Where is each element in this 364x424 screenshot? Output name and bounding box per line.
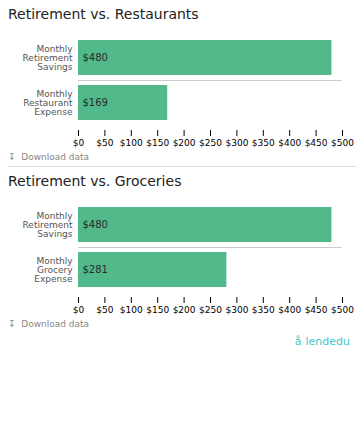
svg-text:$450: $450: [305, 305, 328, 315]
svg-text:$400: $400: [278, 305, 301, 315]
svg-text:$350: $350: [252, 138, 275, 148]
html-text:↧ Download data: ↧ Download data: [8, 319, 90, 329]
svg-text:$480: $480: [83, 52, 108, 63]
html-text:Retirement vs. Restaurants: Retirement vs. Restaurants: [8, 6, 199, 22]
svg-text:$480: $480: [83, 219, 108, 230]
svg-text:$300: $300: [225, 305, 248, 315]
svg-text:$50: $50: [96, 305, 113, 315]
svg-text:MonthlyRestaurantExpense: MonthlyRestaurantExpense: [23, 89, 73, 117]
svg-text:$200: $200: [173, 138, 196, 148]
html-text:Retirement vs. Groceries: Retirement vs. Groceries: [8, 173, 182, 189]
html-text:å lendedu: å lendedu: [294, 335, 350, 348]
svg-text:$100: $100: [120, 138, 143, 148]
svg-text:MonthlyRetirementSavings: MonthlyRetirementSavings: [23, 211, 74, 239]
svg-text:$50: $50: [96, 138, 113, 148]
svg-text:MonthlyGroceryExpense: MonthlyGroceryExpense: [34, 256, 73, 284]
svg-text:$281: $281: [83, 264, 108, 275]
svg-text:$500: $500: [331, 138, 354, 148]
svg-text:$169: $169: [83, 97, 108, 108]
svg-text:$200: $200: [173, 305, 196, 315]
svg-text:MonthlyRetirementSavings: MonthlyRetirementSavings: [23, 44, 74, 72]
svg-text:$250: $250: [199, 138, 222, 148]
svg-text:$100: $100: [120, 305, 143, 315]
html-text:↧ Download data: ↧ Download data: [8, 152, 90, 162]
svg-text:$150: $150: [146, 305, 169, 315]
svg-text:$350: $350: [252, 305, 275, 315]
svg-text:$150: $150: [146, 138, 169, 148]
svg-text:$0: $0: [73, 305, 85, 315]
svg-text:$0: $0: [73, 138, 85, 148]
svg-text:$400: $400: [278, 138, 301, 148]
svg-text:$500: $500: [331, 305, 354, 315]
svg-text:$300: $300: [225, 138, 248, 148]
svg-text:$450: $450: [305, 138, 328, 148]
svg-text:$250: $250: [199, 305, 222, 315]
